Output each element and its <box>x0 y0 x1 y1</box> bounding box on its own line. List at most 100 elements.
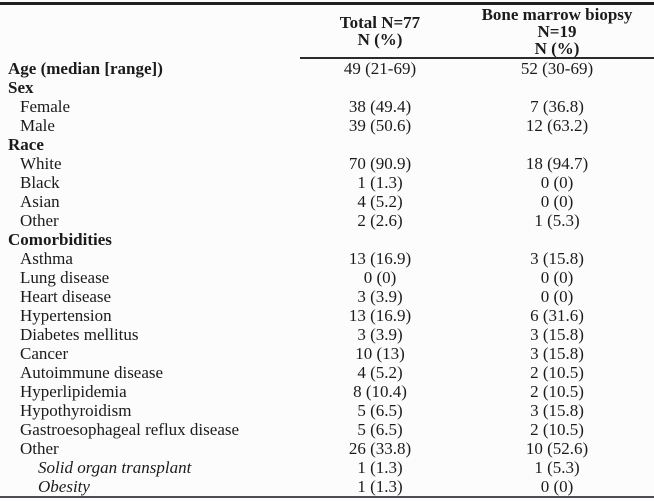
row-biopsy-value: 1 (5.3) <box>534 458 580 477</box>
table-row: Autoimmune disease 4 (5.2) 2 (10.5) <box>0 363 654 382</box>
header-biopsy-line2: N=19 <box>537 21 577 41</box>
row-label: Hyperlipidemia <box>20 382 127 401</box>
row-label: Hypertension <box>20 306 112 325</box>
row-biopsy-value: 0 (0) <box>540 477 574 496</box>
row-total-value <box>300 230 460 249</box>
row-total-value: 0 (0) <box>363 268 397 287</box>
row-label: Obesity <box>38 477 90 496</box>
table-row: Age (median [range]) 49 (21-69) 52 (30-69) <box>0 58 654 79</box>
table-row: Hypertension 13 (16.9) 6 (31.6) <box>0 306 654 325</box>
row-total-value: 5 (6.5) <box>357 420 403 439</box>
row-total-value: 1 (1.3) <box>357 458 403 477</box>
row-biopsy-value: 18 (94.7) <box>525 154 589 173</box>
row-biopsy-value: 10 (52.6) <box>525 439 589 458</box>
header-total-line1: Total N=77 <box>339 13 421 32</box>
row-total-value: 1 (1.3) <box>357 477 403 496</box>
row-biopsy-value: 0 (0) <box>540 192 574 211</box>
row-label: Other <box>20 439 59 458</box>
row-total-value: 13 (16.9) <box>348 249 412 268</box>
row-biopsy-value: 3 (15.8) <box>530 249 584 268</box>
header-biopsy-line1: Bone marrow biopsy <box>481 4 633 24</box>
row-total-value: 38 (49.4) <box>348 97 412 116</box>
row-label: Hypothyroidism <box>20 401 132 420</box>
row-total-value: 3 (3.9) <box>357 287 403 306</box>
row-label: Gastroesophageal reflux disease <box>20 420 240 439</box>
row-total-value: 4 (5.2) <box>357 363 403 382</box>
row-total-value: 2 (2.6) <box>357 211 403 230</box>
row-total-value: 3 (3.9) <box>357 325 403 344</box>
table-row: Male 39 (50.6) 12 (63.2) <box>0 116 654 135</box>
row-label: White <box>20 154 62 173</box>
header-row: Total N=77 N (%) Bone marrow biopsy N=19… <box>0 3 654 59</box>
table-row: Race <box>0 135 654 154</box>
row-label: Male <box>20 116 55 135</box>
table-row: Comorbidities <box>0 230 654 249</box>
row-label: Sex <box>8 78 34 97</box>
table-row: Cancer 10 (13) 3 (15.8) <box>0 344 654 363</box>
row-biopsy-value: 0 (0) <box>540 287 574 306</box>
row-biopsy-value: 3 (15.8) <box>530 325 584 344</box>
table-row: Hypothyroidism 5 (6.5) 3 (15.8) <box>0 401 654 420</box>
table-row: Obesity 1 (1.3) 0 (0) <box>0 477 654 497</box>
row-total-value: 1 (1.3) <box>357 173 403 192</box>
row-total-value: 70 (90.9) <box>348 154 412 173</box>
row-biopsy-value: 2 (10.5) <box>530 420 584 439</box>
table-body: Age (median [range]) 49 (21-69) 52 (30-69)… <box>0 58 654 497</box>
table-row: Other 2 (2.6) 1 (5.3) <box>0 211 654 230</box>
row-label: Lung disease <box>20 268 110 287</box>
table-row: Other 26 (33.8) 10 (52.6) <box>0 439 654 458</box>
table-row: Female 38 (49.4) 7 (36.8) <box>0 97 654 116</box>
table-row: Black 1 (1.3) 0 (0) <box>0 173 654 192</box>
row-biopsy-value: 52 (30-69) <box>520 59 594 78</box>
row-total-value: 13 (16.9) <box>348 306 412 325</box>
header-biopsy-column: Bone marrow biopsy N=19 N (%) <box>460 3 654 59</box>
row-total-value: 10 (13) <box>355 344 405 363</box>
row-biopsy-value <box>460 135 654 154</box>
row-label: Black <box>20 173 60 192</box>
row-biopsy-value: 1 (5.3) <box>534 211 580 230</box>
row-biopsy-value: 0 (0) <box>540 268 574 287</box>
table-row: Asthma 13 (16.9) 3 (15.8) <box>0 249 654 268</box>
row-total-value: 4 (5.2) <box>357 192 403 211</box>
table-row: Heart disease 3 (3.9) 0 (0) <box>0 287 654 306</box>
row-label: Other <box>20 211 59 230</box>
table-row: Diabetes mellitus 3 (3.9) 3 (15.8) <box>0 325 654 344</box>
row-total-value: 5 (6.5) <box>357 401 403 420</box>
row-label: Asian <box>20 192 60 211</box>
header-empty-cell <box>0 4 300 59</box>
row-label: Race <box>8 135 44 154</box>
table-header: Total N=77 N (%) Bone marrow biopsy N=19… <box>0 3 654 59</box>
header-total-line2: N (%) <box>357 30 403 49</box>
table-row: Lung disease 0 (0) 0 (0) <box>0 268 654 287</box>
table-row: Hyperlipidemia 8 (10.4) 2 (10.5) <box>0 382 654 401</box>
row-label: Autoimmune disease <box>20 363 164 382</box>
row-label: Age (median [range]) <box>8 58 163 78</box>
row-biopsy-value: 12 (63.2) <box>525 116 589 135</box>
row-biopsy-value: 2 (10.5) <box>530 363 584 382</box>
row-total-value: 8 (10.4) <box>353 382 407 401</box>
row-biopsy-value: 0 (0) <box>540 173 574 192</box>
row-biopsy-value: 3 (15.8) <box>530 344 584 363</box>
table-row: Solid organ transplant 1 (1.3) 1 (5.3) <box>0 458 654 477</box>
row-total-value: 49 (21-69) <box>343 59 417 78</box>
row-biopsy-value: 6 (31.6) <box>530 306 584 325</box>
row-total-value: 26 (33.8) <box>348 439 412 458</box>
row-biopsy-value <box>460 78 654 97</box>
row-label: Female <box>20 97 71 116</box>
row-label: Heart disease <box>20 287 112 306</box>
row-total-value <box>300 135 460 154</box>
row-total-value: 39 (50.6) <box>348 116 412 135</box>
table-row: Asian 4 (5.2) 0 (0) <box>0 192 654 211</box>
row-biopsy-value: 7 (36.8) <box>530 97 584 116</box>
row-label: Diabetes mellitus <box>20 325 139 344</box>
header-total-column: Total N=77 N (%) <box>300 3 460 59</box>
row-biopsy-value: 2 (10.5) <box>530 382 584 401</box>
header-biopsy-line3: N (%) <box>534 38 580 58</box>
row-biopsy-value <box>460 230 654 249</box>
table-row: White 70 (90.9) 18 (94.7) <box>0 154 654 173</box>
row-biopsy-value: 3 (15.8) <box>530 401 584 420</box>
table-row: Gastroesophageal reflux disease 5 (6.5) 2 … <box>0 420 654 439</box>
table-row: Sex <box>0 78 654 97</box>
